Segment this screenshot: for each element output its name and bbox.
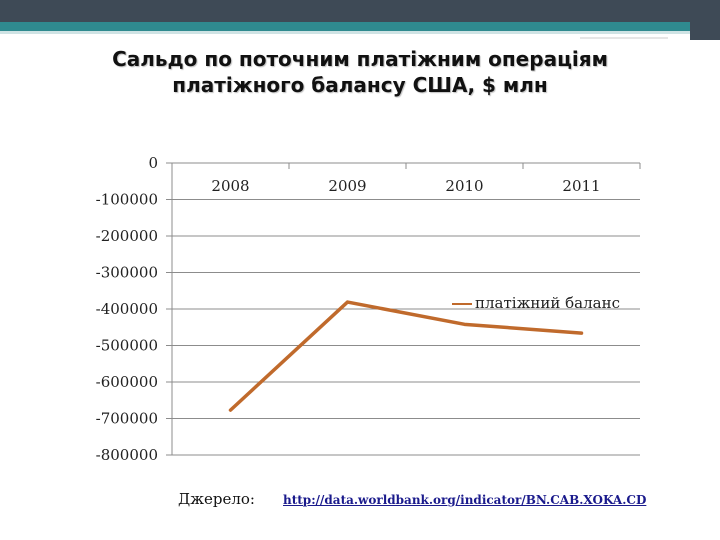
title-line-1: Сальдо по поточним платіжним операціям xyxy=(112,47,608,71)
page-title: Сальдо по поточним платіжним операціям п… xyxy=(60,46,660,98)
series-line xyxy=(228,300,584,412)
series-lines xyxy=(228,300,584,412)
x-axis-tick-labels: 2008 2009 2010 2011 xyxy=(211,177,600,195)
y-tick-label: 0 xyxy=(148,154,158,172)
source-link[interactable]: http://data.worldbank.org/indicator/BN.C… xyxy=(283,493,647,507)
y-tick-label: -100000 xyxy=(96,191,158,209)
top-bar-dark-band xyxy=(0,0,720,22)
top-bar-corner-block xyxy=(690,0,720,40)
x-tick-label: 2008 xyxy=(211,177,249,195)
top-bar-light-stripe xyxy=(0,31,720,34)
y-tick-label: -500000 xyxy=(96,337,158,355)
y-tick-label: -300000 xyxy=(96,264,158,282)
y-tick-label: -200000 xyxy=(96,227,158,245)
title-line-2: платіжного балансу США, $ млн xyxy=(172,73,548,97)
y-tick-label: -400000 xyxy=(96,300,158,318)
y-tick-label: -700000 xyxy=(96,410,158,428)
x-tick-label: 2010 xyxy=(445,177,483,195)
x-tick-label: 2011 xyxy=(562,177,600,195)
y-tick-label: -600000 xyxy=(96,373,158,391)
grid-lines xyxy=(166,162,641,456)
legend: платіжний баланс xyxy=(452,294,620,312)
x-tick-label: 2009 xyxy=(328,177,366,195)
top-bar-accent-band xyxy=(0,22,720,31)
legend-label: платіжний баланс xyxy=(475,294,620,312)
top-decorative-bar xyxy=(0,0,720,40)
y-axis-tick-labels: 0 -100000 -200000 -300000 -400000 -500000 -600… xyxy=(96,154,158,464)
source-label: Джерело: xyxy=(178,490,255,508)
y-tick-label: -800000 xyxy=(96,446,158,464)
